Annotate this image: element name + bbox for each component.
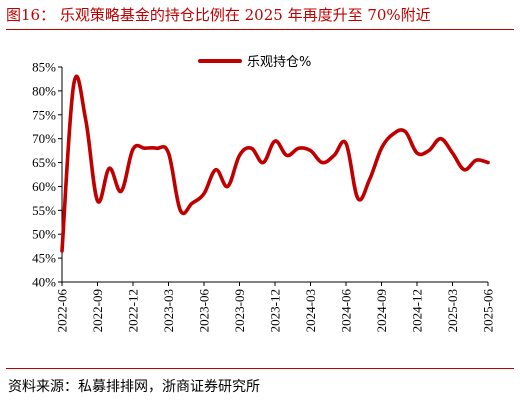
x-tick-label: 2023-12 bbox=[268, 289, 283, 332]
y-tick-label: 65% bbox=[32, 155, 56, 170]
y-tick-label: 85% bbox=[32, 60, 56, 75]
title-divider bbox=[6, 29, 514, 30]
y-tick-label: 40% bbox=[32, 275, 56, 290]
x-tick-label: 2025-03 bbox=[445, 289, 460, 332]
x-tick-label: 2022-12 bbox=[126, 289, 141, 332]
chart-legend: 乐观持仓% bbox=[198, 55, 311, 70]
y-tick-label: 75% bbox=[32, 107, 56, 122]
y-tick-label: 50% bbox=[32, 227, 56, 242]
y-tick-label: 45% bbox=[32, 251, 56, 266]
x-tick-label: 2024-09 bbox=[374, 289, 389, 332]
series-line bbox=[60, 74, 490, 253]
source-note: 资料来源：私募排排网，浙商证券研究所 bbox=[8, 379, 260, 395]
series-layer bbox=[60, 74, 490, 253]
x-tick-label: 2023-03 bbox=[161, 289, 176, 332]
line-chart: 40%45%50%55%60%65%70%75%80%85% 2022-06 20… bbox=[32, 55, 496, 332]
x-tick-label: 2024-12 bbox=[410, 289, 425, 332]
y-axis-ticks: 40% 45% 50% 55% 60% 65% 70% 75% 80% 85% bbox=[32, 60, 62, 290]
x-tick-label: 2023-06 bbox=[197, 289, 212, 333]
figure-title: 图16： 乐观策略基金的持仓比例在 2025 年再度升至 70%附近 bbox=[6, 6, 431, 24]
x-tick-label: 2024-06 bbox=[339, 289, 354, 333]
legend-label: 乐观持仓% bbox=[247, 55, 311, 70]
y-tick-label: 70% bbox=[32, 131, 56, 146]
footer-divider bbox=[6, 368, 514, 369]
x-tick-label: 2023-09 bbox=[232, 289, 247, 332]
x-tick-label: 2022-06 bbox=[55, 289, 70, 333]
x-axis-ticks: 2022-06 2022-09 2022-12 2023-03 2023-06 2023-… bbox=[55, 282, 496, 332]
x-tick-label: 2022-09 bbox=[90, 289, 105, 332]
y-tick-label: 60% bbox=[32, 179, 56, 194]
x-tick-label: 2024-03 bbox=[303, 289, 318, 332]
y-tick-label: 55% bbox=[32, 203, 56, 218]
y-tick-label: 80% bbox=[32, 83, 56, 98]
x-tick-label: 2025-06 bbox=[481, 289, 496, 333]
